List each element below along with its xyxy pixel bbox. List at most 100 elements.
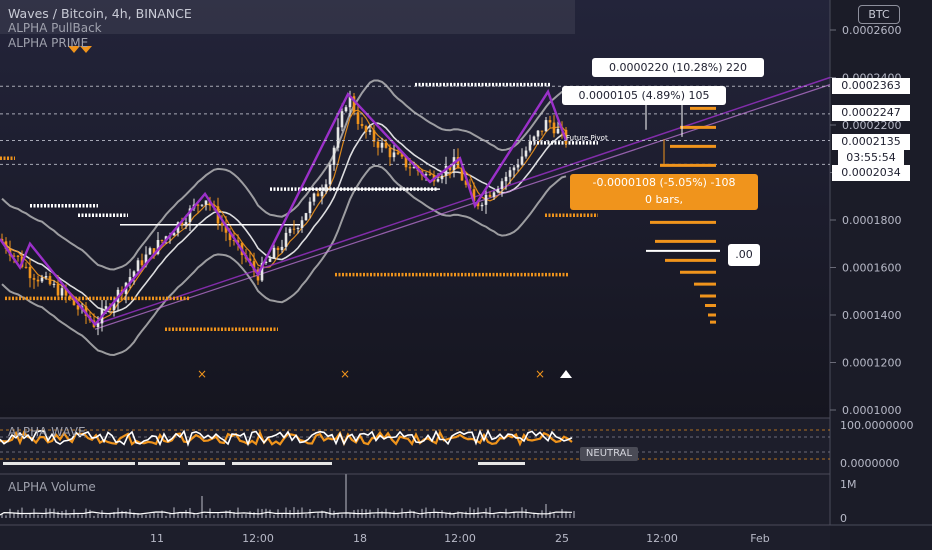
volume-bar [353,510,355,518]
candle-body [372,130,376,142]
volume-bar [313,515,315,518]
candle-body [184,222,188,225]
volume-bar [169,513,171,518]
candle-body [460,168,464,181]
measure-down-label[interactable]: -0.0000108 (-5.05%) -108 0 bars, [570,174,758,210]
candle-body [528,141,532,151]
volume-bar [561,508,563,518]
candle-body [136,260,140,272]
volume-bar [509,515,511,518]
volume-bar [81,514,83,518]
volume-bar [93,515,95,518]
candle-body [312,193,316,202]
candle-body [464,180,468,185]
volume-bar [269,509,271,518]
sell-x-marker: × [197,367,207,381]
trend-line-upper [94,76,831,326]
volume-bar [197,514,199,518]
candle-body [56,283,60,296]
projection-bar [705,304,716,307]
trend-line-lower [94,84,831,330]
volume-bar [113,511,115,518]
volume-bar [21,507,23,518]
volume-bar [397,514,399,518]
volume-bar [97,514,99,518]
volume-bar [209,508,211,518]
candle-body [456,157,460,169]
candle-body [268,258,272,262]
price-axis[interactable]: 0.00026000.00024000.00022000.00020000.00… [830,24,902,417]
candle-body [544,120,548,132]
volume-bar [437,512,439,518]
candle-body [412,166,416,169]
volume-bar [309,509,311,518]
volume-bar [137,513,139,518]
price-tag-4: 0.0002034 [832,165,910,181]
candle-body [96,323,100,327]
indicator-prime[interactable]: ALPHA PRIME [8,36,89,50]
volume-bar [557,515,559,518]
volume-bar [537,513,539,518]
alpha-wave-pane [0,429,830,465]
volume-bar [101,510,103,518]
volume-bar [1,513,3,518]
volume-bar [441,510,443,518]
candle-body [368,130,372,132]
indicator-pullback[interactable]: ALPHA PullBack [8,21,102,35]
volume-bar [249,511,251,518]
volume-bar [233,511,235,518]
wave-state-bar [232,462,332,465]
candle-body [164,236,168,241]
candle-body [200,204,204,206]
candle-body [440,175,444,180]
volume-pane-title[interactable]: ALPHA Volume [8,480,96,494]
y-tick-label: 0.0002200 [842,119,902,132]
candle-body [148,248,152,255]
volume-bar [185,509,187,518]
volume-tick-top: 1M [840,478,857,491]
volume-bar [13,513,15,518]
candle-body [224,225,228,233]
volume-bar [305,514,307,518]
candle-body [500,181,504,189]
candle-body [548,120,552,123]
volume-bar [497,514,499,518]
wave-state-bar [478,462,525,465]
candle-body [480,204,484,207]
volume-bar [321,510,323,518]
candle-body [84,306,88,317]
candle-body [552,122,556,134]
volume-bar [513,511,515,518]
wave-pane-title[interactable]: ALPHA WAVE [8,425,86,439]
volume-bar [517,513,519,518]
candle-body [252,261,256,271]
volume-bar [217,512,219,518]
candle-body [504,176,508,182]
candle-body [28,267,32,279]
volume-bar [493,514,495,518]
measure-mid-label[interactable]: 0.0000105 (4.89%) 105 [562,86,726,105]
small-measure-box[interactable]: .00 [728,244,760,266]
candle-body [360,124,364,126]
chart-title[interactable]: Waves / Bitcoin, 4h, BINANCE [8,6,192,21]
volume-bar [337,513,339,518]
volume-bar [253,512,255,518]
measure-top-label[interactable]: 0.0000220 (10.28%) 220 [592,58,764,77]
candle-body [392,152,396,158]
projection-bar [650,220,716,224]
volume-bar [41,514,43,518]
volume-bar [341,514,343,518]
y-tick-label: 0.0001600 [842,262,902,275]
volume-bar [501,515,503,518]
volume-bar [105,514,107,518]
time-axis[interactable]: 11 12:00 18 12:00 25 12:00 Feb [150,532,770,545]
candle-body [296,228,300,230]
signal-markers: × × × [68,46,572,381]
volume-bar [525,509,527,518]
currency-badge[interactable]: BTC [858,5,900,24]
future-pivot-label: Future Pivot [566,134,608,142]
upper-band [1,79,567,271]
candle-body [484,194,488,205]
candle-body [492,192,496,197]
